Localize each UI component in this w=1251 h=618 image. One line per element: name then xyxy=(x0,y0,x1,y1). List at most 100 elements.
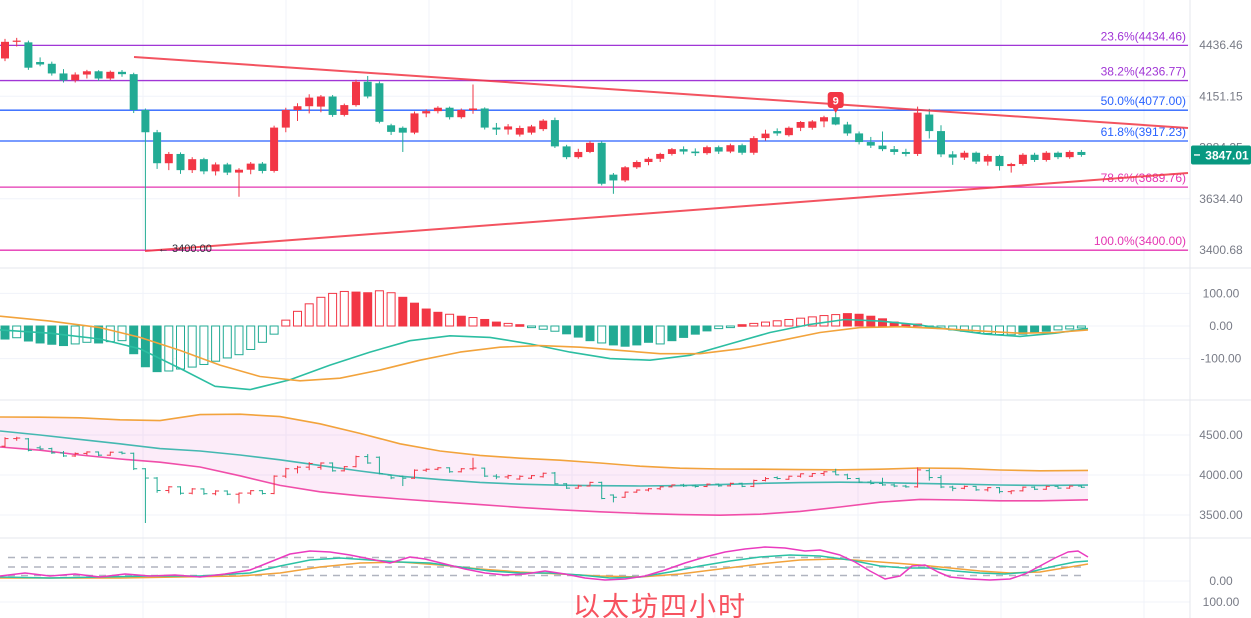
macd-histogram-bar xyxy=(562,325,572,335)
candle xyxy=(246,162,255,175)
bb-bar xyxy=(118,451,126,455)
candle xyxy=(878,131,887,152)
candle xyxy=(422,109,431,118)
candle xyxy=(340,103,349,117)
candle-body xyxy=(761,133,770,139)
macd-histogram-bar xyxy=(608,325,618,346)
candle xyxy=(527,124,536,135)
macd-histogram-bar xyxy=(468,317,478,327)
candle-body xyxy=(983,155,992,162)
macd-histogram-bar xyxy=(94,325,104,344)
macd-histogram-bar xyxy=(257,325,267,343)
bb-bar xyxy=(645,488,652,492)
macd-histogram-bar xyxy=(1041,325,1051,332)
macd-histogram-bar xyxy=(573,325,583,338)
price-badge-bg xyxy=(1191,145,1251,165)
price-badge-value: 3847.01 xyxy=(1205,148,1249,162)
bb-bar xyxy=(902,484,910,488)
candle xyxy=(1054,151,1062,160)
bb-bar xyxy=(1,437,9,448)
bb-bar xyxy=(247,490,255,495)
bollinger-upper-band[interactable] xyxy=(0,413,1089,472)
bb-bar xyxy=(492,474,500,480)
candle-body xyxy=(47,63,56,74)
candle-body xyxy=(410,113,419,133)
candle xyxy=(820,115,828,128)
bb-bar xyxy=(960,485,968,490)
candle xyxy=(480,107,489,130)
fib-label: 23.6%(4434.46) xyxy=(1101,29,1186,43)
candle xyxy=(141,108,150,251)
candle xyxy=(305,94,314,114)
bollinger-lower-band[interactable] xyxy=(0,446,1089,517)
axis-tick-label: 4000.00 xyxy=(1199,468,1243,482)
bb-bar xyxy=(130,452,138,471)
candle xyxy=(118,70,126,77)
candle xyxy=(71,72,80,83)
candle xyxy=(550,117,559,148)
chart-caption: 以太坊四小时 xyxy=(573,592,747,618)
macd-histogram-bar xyxy=(187,325,197,368)
macd-histogram-bar xyxy=(246,325,256,350)
price-badge[interactable]: 3847.01 xyxy=(1191,145,1251,165)
macd-histogram-bar xyxy=(1065,325,1075,330)
bb-bar xyxy=(457,468,465,473)
macd-histogram-bar xyxy=(749,322,759,327)
bb-bar xyxy=(387,474,395,480)
candle-body xyxy=(995,155,1004,167)
td9-marker: 9 xyxy=(827,92,844,113)
macd-histogram-bar xyxy=(363,292,373,327)
macd-histogram-bar xyxy=(714,325,724,330)
candle-body xyxy=(621,167,630,181)
macd-histogram-bar xyxy=(878,318,887,327)
macd-histogram-bar xyxy=(339,290,349,327)
macd-histogram-bar xyxy=(304,303,314,327)
candle-body xyxy=(714,147,723,152)
trendline-upper[interactable] xyxy=(133,56,1189,129)
price-axis[interactable]: 4741.384436.464151.153634.403400.683884.… xyxy=(1191,0,1251,609)
candle xyxy=(937,125,945,158)
candle-body xyxy=(527,126,536,133)
macd-histogram-bar xyxy=(105,325,115,343)
bb-bar xyxy=(235,492,243,504)
candle-body xyxy=(913,112,922,154)
bb-bar xyxy=(364,454,372,464)
candle xyxy=(784,126,793,137)
bb-bar xyxy=(13,436,21,441)
trendline-lower[interactable] xyxy=(144,172,1189,252)
candle-body xyxy=(1007,164,1016,167)
bb-bar xyxy=(411,469,418,479)
bb-bar xyxy=(867,479,875,485)
candle xyxy=(586,141,594,154)
bb-bar xyxy=(949,485,957,492)
axis-tick-label: 0.00 xyxy=(1209,574,1233,588)
candle xyxy=(866,136,875,148)
oscillator-pink-line xyxy=(0,546,1089,581)
candle-body xyxy=(480,108,489,128)
bb-bar xyxy=(1077,485,1085,488)
candle xyxy=(515,125,524,137)
candle-body xyxy=(235,169,243,173)
macd-histogram-bar xyxy=(772,320,782,327)
bb-bar xyxy=(738,482,746,488)
axis-tick-label: 4741.38 xyxy=(1199,0,1243,1)
bb-bar xyxy=(1042,485,1050,490)
candle xyxy=(960,150,969,160)
bb-bar xyxy=(715,483,723,487)
candle-body xyxy=(901,151,910,154)
candle-body xyxy=(597,142,606,184)
candle xyxy=(211,162,220,176)
candle xyxy=(1018,153,1027,166)
bb-bar xyxy=(586,481,594,487)
candle-body xyxy=(878,145,887,150)
macd-histogram-bar xyxy=(386,292,396,327)
candle xyxy=(153,129,162,169)
td9-pointer xyxy=(832,107,840,113)
bollinger-middle-band[interactable] xyxy=(0,430,1089,487)
candle-body xyxy=(972,152,981,162)
candle xyxy=(539,119,548,132)
oscillator-teal-line xyxy=(0,554,1089,579)
macd-histogram-bar xyxy=(456,315,466,327)
